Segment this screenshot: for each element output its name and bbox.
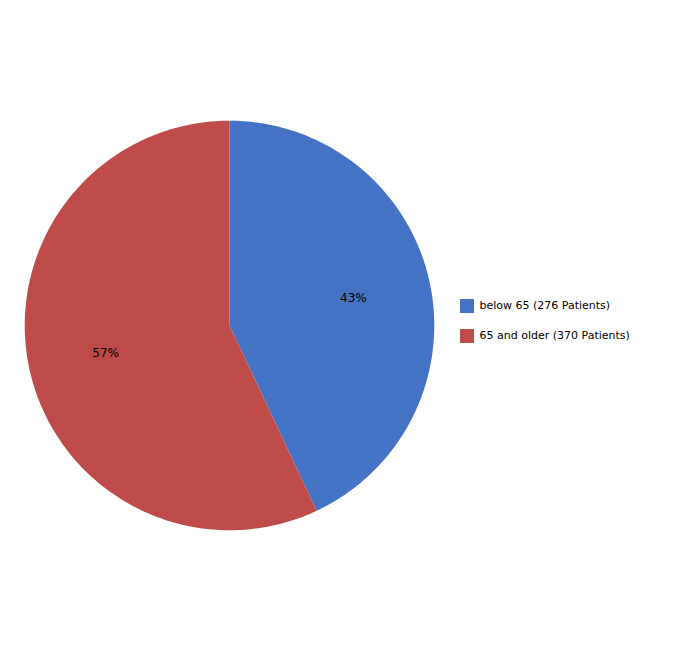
svg-text:57%: 57% — [92, 346, 119, 360]
html-text:65 and older (370 Patients): 65 and older (370 Patients) — [479, 328, 630, 342]
svg-text:43%: 43% — [340, 290, 367, 304]
html-text:below 65 (276 Patients): below 65 (276 Patients) — [479, 299, 611, 313]
